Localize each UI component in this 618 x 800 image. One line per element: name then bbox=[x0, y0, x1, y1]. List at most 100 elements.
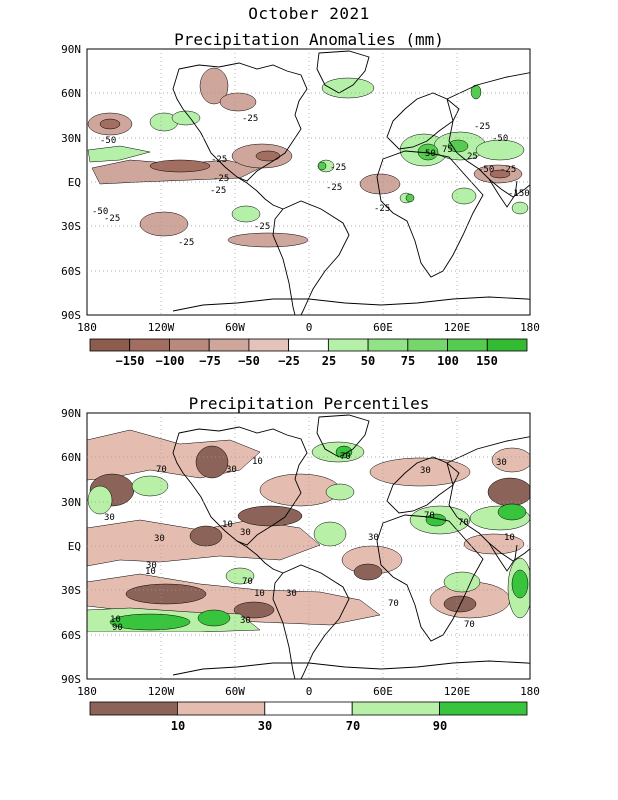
percentile-legend bbox=[89, 701, 528, 716]
legend-swatch bbox=[169, 338, 210, 352]
contour-label: 70 bbox=[424, 511, 435, 521]
contour-label: 70 bbox=[340, 452, 351, 462]
contour-label: 30 bbox=[240, 528, 251, 538]
contour-label: 10 bbox=[145, 567, 156, 577]
lon-label: 60W bbox=[225, 685, 245, 698]
lon-label: 60W bbox=[225, 321, 245, 334]
contour-label: 70 bbox=[388, 599, 399, 609]
percentile-lat-labels: 90N 60N 30N EQ 30S 60S 90S bbox=[61, 407, 81, 686]
legend-label: 150 bbox=[476, 354, 498, 368]
contour-label: 90 bbox=[112, 623, 123, 633]
anomaly-panel: Precipitation Anomalies (mm) bbox=[61, 30, 540, 368]
contour-label: -25 bbox=[211, 155, 227, 165]
contour-label: -25 bbox=[104, 214, 120, 224]
contour-label: 70 bbox=[464, 620, 475, 630]
anomaly-panel-title: Precipitation Anomalies (mm) bbox=[174, 30, 444, 49]
contour-label: 30 bbox=[226, 465, 237, 475]
lon-label: 180 bbox=[520, 321, 540, 334]
lat-label: 60N bbox=[61, 87, 81, 100]
legend-swatch bbox=[248, 338, 290, 352]
lon-label: 120W bbox=[148, 321, 175, 334]
lat-label: EQ bbox=[68, 540, 81, 553]
contour-label: -50 bbox=[492, 134, 508, 144]
lat-label: 30S bbox=[61, 584, 81, 597]
percentile-contour-labels: 70 30 10 30 70 30 30 10 10 30 30 70 70 1… bbox=[104, 452, 515, 633]
legend-swatch bbox=[89, 701, 178, 716]
legend-swatch bbox=[327, 338, 369, 352]
legend-label: −25 bbox=[278, 354, 300, 368]
contour-label: 70 bbox=[242, 577, 253, 587]
legend-label: 90 bbox=[433, 719, 447, 733]
contour-label: -25 bbox=[326, 183, 342, 193]
contour-label: -25 bbox=[374, 204, 390, 214]
contour-label: 30 bbox=[104, 513, 115, 523]
contour-label: 25 bbox=[467, 152, 478, 162]
percentile-gridlines bbox=[87, 413, 530, 679]
legend-swatch bbox=[89, 338, 131, 352]
legend-label: −100 bbox=[156, 354, 185, 368]
contour-label: -50 bbox=[478, 165, 494, 175]
legend-swatch bbox=[407, 338, 448, 352]
contour-label: 10 bbox=[110, 615, 121, 625]
contour-label: -25 bbox=[178, 238, 194, 248]
contour-label: 30 bbox=[154, 534, 165, 544]
contour-label: 10 bbox=[504, 533, 515, 543]
percentile-legend-labels: 10 30 70 90 bbox=[171, 719, 447, 733]
contour-label: 50 bbox=[425, 149, 436, 159]
legend-label: 70 bbox=[346, 719, 360, 733]
percentile-map bbox=[87, 413, 530, 679]
anomaly-legend-labels: −150 −100 −75 −50 −25 25 50 75 100 150 bbox=[116, 354, 498, 368]
contour-label: 30 bbox=[420, 466, 431, 476]
legend-swatch bbox=[486, 338, 528, 352]
contour-label: 10 bbox=[252, 457, 263, 467]
lat-label: 30N bbox=[61, 132, 81, 145]
lat-label: 60N bbox=[61, 451, 81, 464]
legend-label: 30 bbox=[258, 719, 272, 733]
contour-label: -25 bbox=[254, 222, 270, 232]
legend-swatch bbox=[208, 338, 250, 352]
lat-label: 60S bbox=[61, 265, 81, 278]
contour-label: 70 bbox=[458, 518, 469, 528]
percentile-lon-labels: 180 120W 60W 0 60E 120E 180 bbox=[77, 685, 540, 698]
anomaly-lat-labels: 90N 60N 30N EQ 30S 60S 90S bbox=[61, 43, 81, 322]
legend-label: 25 bbox=[322, 354, 336, 368]
contour-label: -50 bbox=[100, 136, 116, 146]
contour-label: 75 bbox=[442, 145, 453, 155]
lat-label: 90N bbox=[61, 43, 81, 56]
contour-label: 30 bbox=[146, 561, 157, 571]
lon-label: 120W bbox=[148, 685, 175, 698]
legend-swatch bbox=[447, 338, 488, 352]
lon-label: 180 bbox=[77, 685, 97, 698]
lon-label: 60E bbox=[373, 685, 393, 698]
legend-label: −50 bbox=[238, 354, 260, 368]
page-title: October 2021 bbox=[248, 4, 370, 23]
percentile-panel-title: Precipitation Percentiles bbox=[189, 394, 430, 413]
legend-swatch bbox=[439, 701, 528, 716]
anomaly-gridlines bbox=[87, 49, 530, 315]
contour-label: 30 bbox=[368, 533, 379, 543]
lon-label: 120E bbox=[444, 321, 471, 334]
lat-label: 60S bbox=[61, 629, 81, 642]
legend-swatch bbox=[367, 338, 409, 352]
contour-label: -25 bbox=[213, 174, 229, 184]
lon-label: 120E bbox=[444, 685, 471, 698]
legend-swatch bbox=[351, 701, 441, 716]
contour-label: 30 bbox=[496, 458, 507, 468]
contour-label: -25 bbox=[500, 165, 516, 175]
lon-label: 180 bbox=[77, 321, 97, 334]
contour-label: -25 bbox=[242, 114, 258, 124]
lat-label: 30S bbox=[61, 220, 81, 233]
contour-label: -25 bbox=[474, 122, 490, 132]
lat-label: EQ bbox=[68, 176, 81, 189]
lon-label: 0 bbox=[306, 321, 313, 334]
contour-label: 10 bbox=[254, 589, 265, 599]
legend-label: 100 bbox=[437, 354, 459, 368]
lat-label: 90S bbox=[61, 673, 81, 686]
contour-label: 30 bbox=[286, 589, 297, 599]
legend-label: 50 bbox=[361, 354, 375, 368]
legend-label: −75 bbox=[199, 354, 221, 368]
contour-label: 70 bbox=[156, 465, 167, 475]
legend-swatch bbox=[176, 701, 266, 716]
lon-label: 60E bbox=[373, 321, 393, 334]
